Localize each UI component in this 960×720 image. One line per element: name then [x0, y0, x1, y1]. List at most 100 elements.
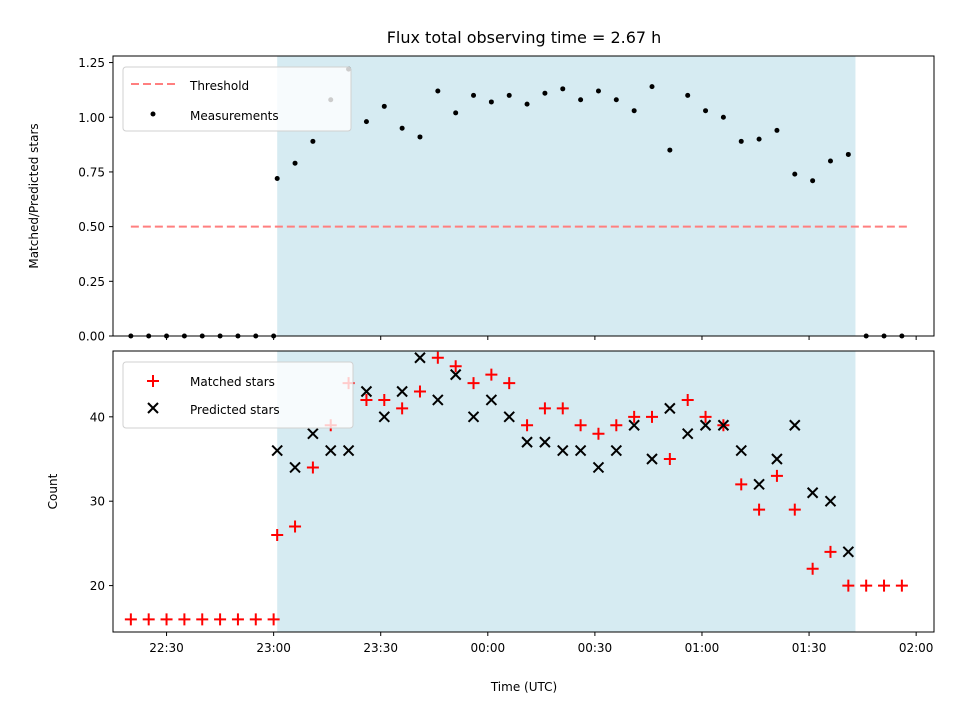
- predicted-stars-point: [360, 385, 373, 398]
- matched-stars-point: [378, 393, 391, 406]
- measurements-legend-swatch: [150, 111, 156, 117]
- matched-stars-point: [556, 402, 569, 415]
- matched-stars-point: [628, 410, 641, 423]
- matched-stars-point: [753, 503, 766, 516]
- measurement-point: [274, 176, 280, 181]
- matched-stars-point: [231, 613, 244, 626]
- measurement-point: [827, 158, 833, 164]
- bottom-legend: Matched stars Predicted stars: [122, 361, 354, 429]
- matched-stars-point: [467, 377, 480, 390]
- matched-stars-point: [788, 503, 801, 516]
- top-legend-box: [122, 66, 352, 132]
- measurement-point: [863, 333, 869, 339]
- predicted-stars-point: [717, 419, 730, 431]
- measurement-point: [453, 110, 459, 116]
- measurement-point: [271, 333, 277, 339]
- predicted-stars-point: [574, 444, 587, 457]
- matched-stars-point: [196, 613, 209, 626]
- matched-stars-point: [646, 410, 659, 423]
- matched-stars-point: [895, 579, 908, 592]
- matched-stars-point: [610, 419, 623, 432]
- chart-title: Flux total observing time = 2.67 h: [387, 28, 662, 47]
- matched-stars-point: [503, 377, 516, 390]
- measurement-point: [631, 108, 637, 114]
- x-tick-label: 23:30: [363, 641, 398, 655]
- measurement-point: [774, 127, 780, 133]
- predicted-stars-point: [557, 444, 569, 457]
- matched-stars-point: [681, 393, 694, 406]
- matched-stars-point: [396, 402, 409, 415]
- matched-stars-point: [267, 613, 280, 626]
- measurement-point: [738, 138, 744, 144]
- matched-stars-point: [124, 613, 137, 626]
- matched-stars-point: [431, 351, 444, 364]
- matched-stars-point: [413, 385, 426, 398]
- predicted-stars-legend-label: Predicted stars: [190, 403, 280, 417]
- predicted-stars-point: [342, 444, 355, 457]
- measurement-point: [649, 84, 655, 90]
- matched-stars-point: [142, 613, 155, 626]
- measurement-point: [613, 97, 619, 103]
- predicted-stars-point: [503, 411, 515, 423]
- predicted-stars-point: [753, 478, 765, 491]
- measurement-point: [381, 103, 387, 109]
- measurement-point: [810, 178, 816, 184]
- predicted-stars-point: [307, 427, 319, 440]
- measurement-point: [667, 147, 673, 153]
- measurement-point: [595, 88, 601, 94]
- y-tick-label: 20: [90, 579, 105, 593]
- bottom-y-axis: 20 30 40: [90, 410, 113, 593]
- matched-stars-point: [160, 613, 173, 626]
- measurement-point: [164, 333, 170, 339]
- matched-stars-point: [538, 402, 551, 415]
- measurement-point: [560, 86, 566, 92]
- measurement-point: [292, 160, 298, 166]
- x-tick-label: 02:00: [899, 641, 934, 655]
- top-y-axis-label: Matched/Predicted stars: [27, 123, 41, 268]
- matched-stars-point: [289, 520, 302, 533]
- measurement-point: [703, 108, 709, 114]
- matched-stars-point: [824, 545, 837, 558]
- measurement-point: [845, 151, 851, 157]
- bottom-panel: 20 30 40 22:30 23:00 23:30 00:00 00:30 01:00 01:…: [46, 350, 935, 694]
- measurement-point: [899, 333, 905, 339]
- matched-stars-point: [178, 613, 191, 626]
- x-tick-label: 22:30: [149, 641, 184, 655]
- measurement-point: [685, 92, 691, 98]
- measurement-point: [506, 92, 512, 98]
- matched-stars-point: [449, 360, 462, 373]
- measurement-point: [471, 92, 477, 98]
- measurements-legend-label: Measurements: [190, 109, 279, 123]
- predicted-stars-point: [449, 368, 462, 381]
- predicted-stars-point: [271, 444, 283, 457]
- matched-stars-point: [735, 478, 748, 491]
- y-tick-label: 1.25: [78, 56, 105, 70]
- predicted-stars-point: [485, 394, 498, 406]
- matched-stars-point: [699, 410, 712, 423]
- top-panel: 0.00 0.25 0.50 0.75 1.00 1.25 Matched/Predict…: [27, 55, 935, 344]
- x-tick-label: 01:30: [792, 641, 827, 655]
- predicted-stars-point: [771, 453, 783, 465]
- matched-stars-point: [860, 579, 873, 592]
- x-tick-label: 00:30: [578, 641, 613, 655]
- predicted-stars-point: [610, 444, 623, 457]
- predicted-stars-point: [467, 411, 480, 423]
- matched-stars-point: [306, 461, 319, 474]
- predicted-stars-point: [592, 461, 605, 474]
- predicted-stars-point: [646, 453, 658, 465]
- measurement-point: [253, 333, 259, 339]
- predicted-stars-point: [378, 411, 390, 423]
- x-tick-label: 23:00: [256, 641, 291, 655]
- y-tick-label: 0.50: [78, 220, 105, 234]
- top-shaded-span: [277, 56, 856, 336]
- measurement-point: [720, 114, 726, 120]
- matched-stars-point: [878, 579, 891, 592]
- matched-stars-point: [592, 427, 605, 440]
- matched-stars-point: [271, 528, 284, 541]
- matched-stars-point: [214, 613, 227, 626]
- measurement-point: [578, 97, 584, 103]
- bottom-y-axis-label: Count: [46, 473, 60, 509]
- predicted-stars-point: [824, 495, 837, 507]
- predicted-stars-point: [396, 385, 408, 398]
- matched-stars-legend-label: Matched stars: [190, 375, 275, 389]
